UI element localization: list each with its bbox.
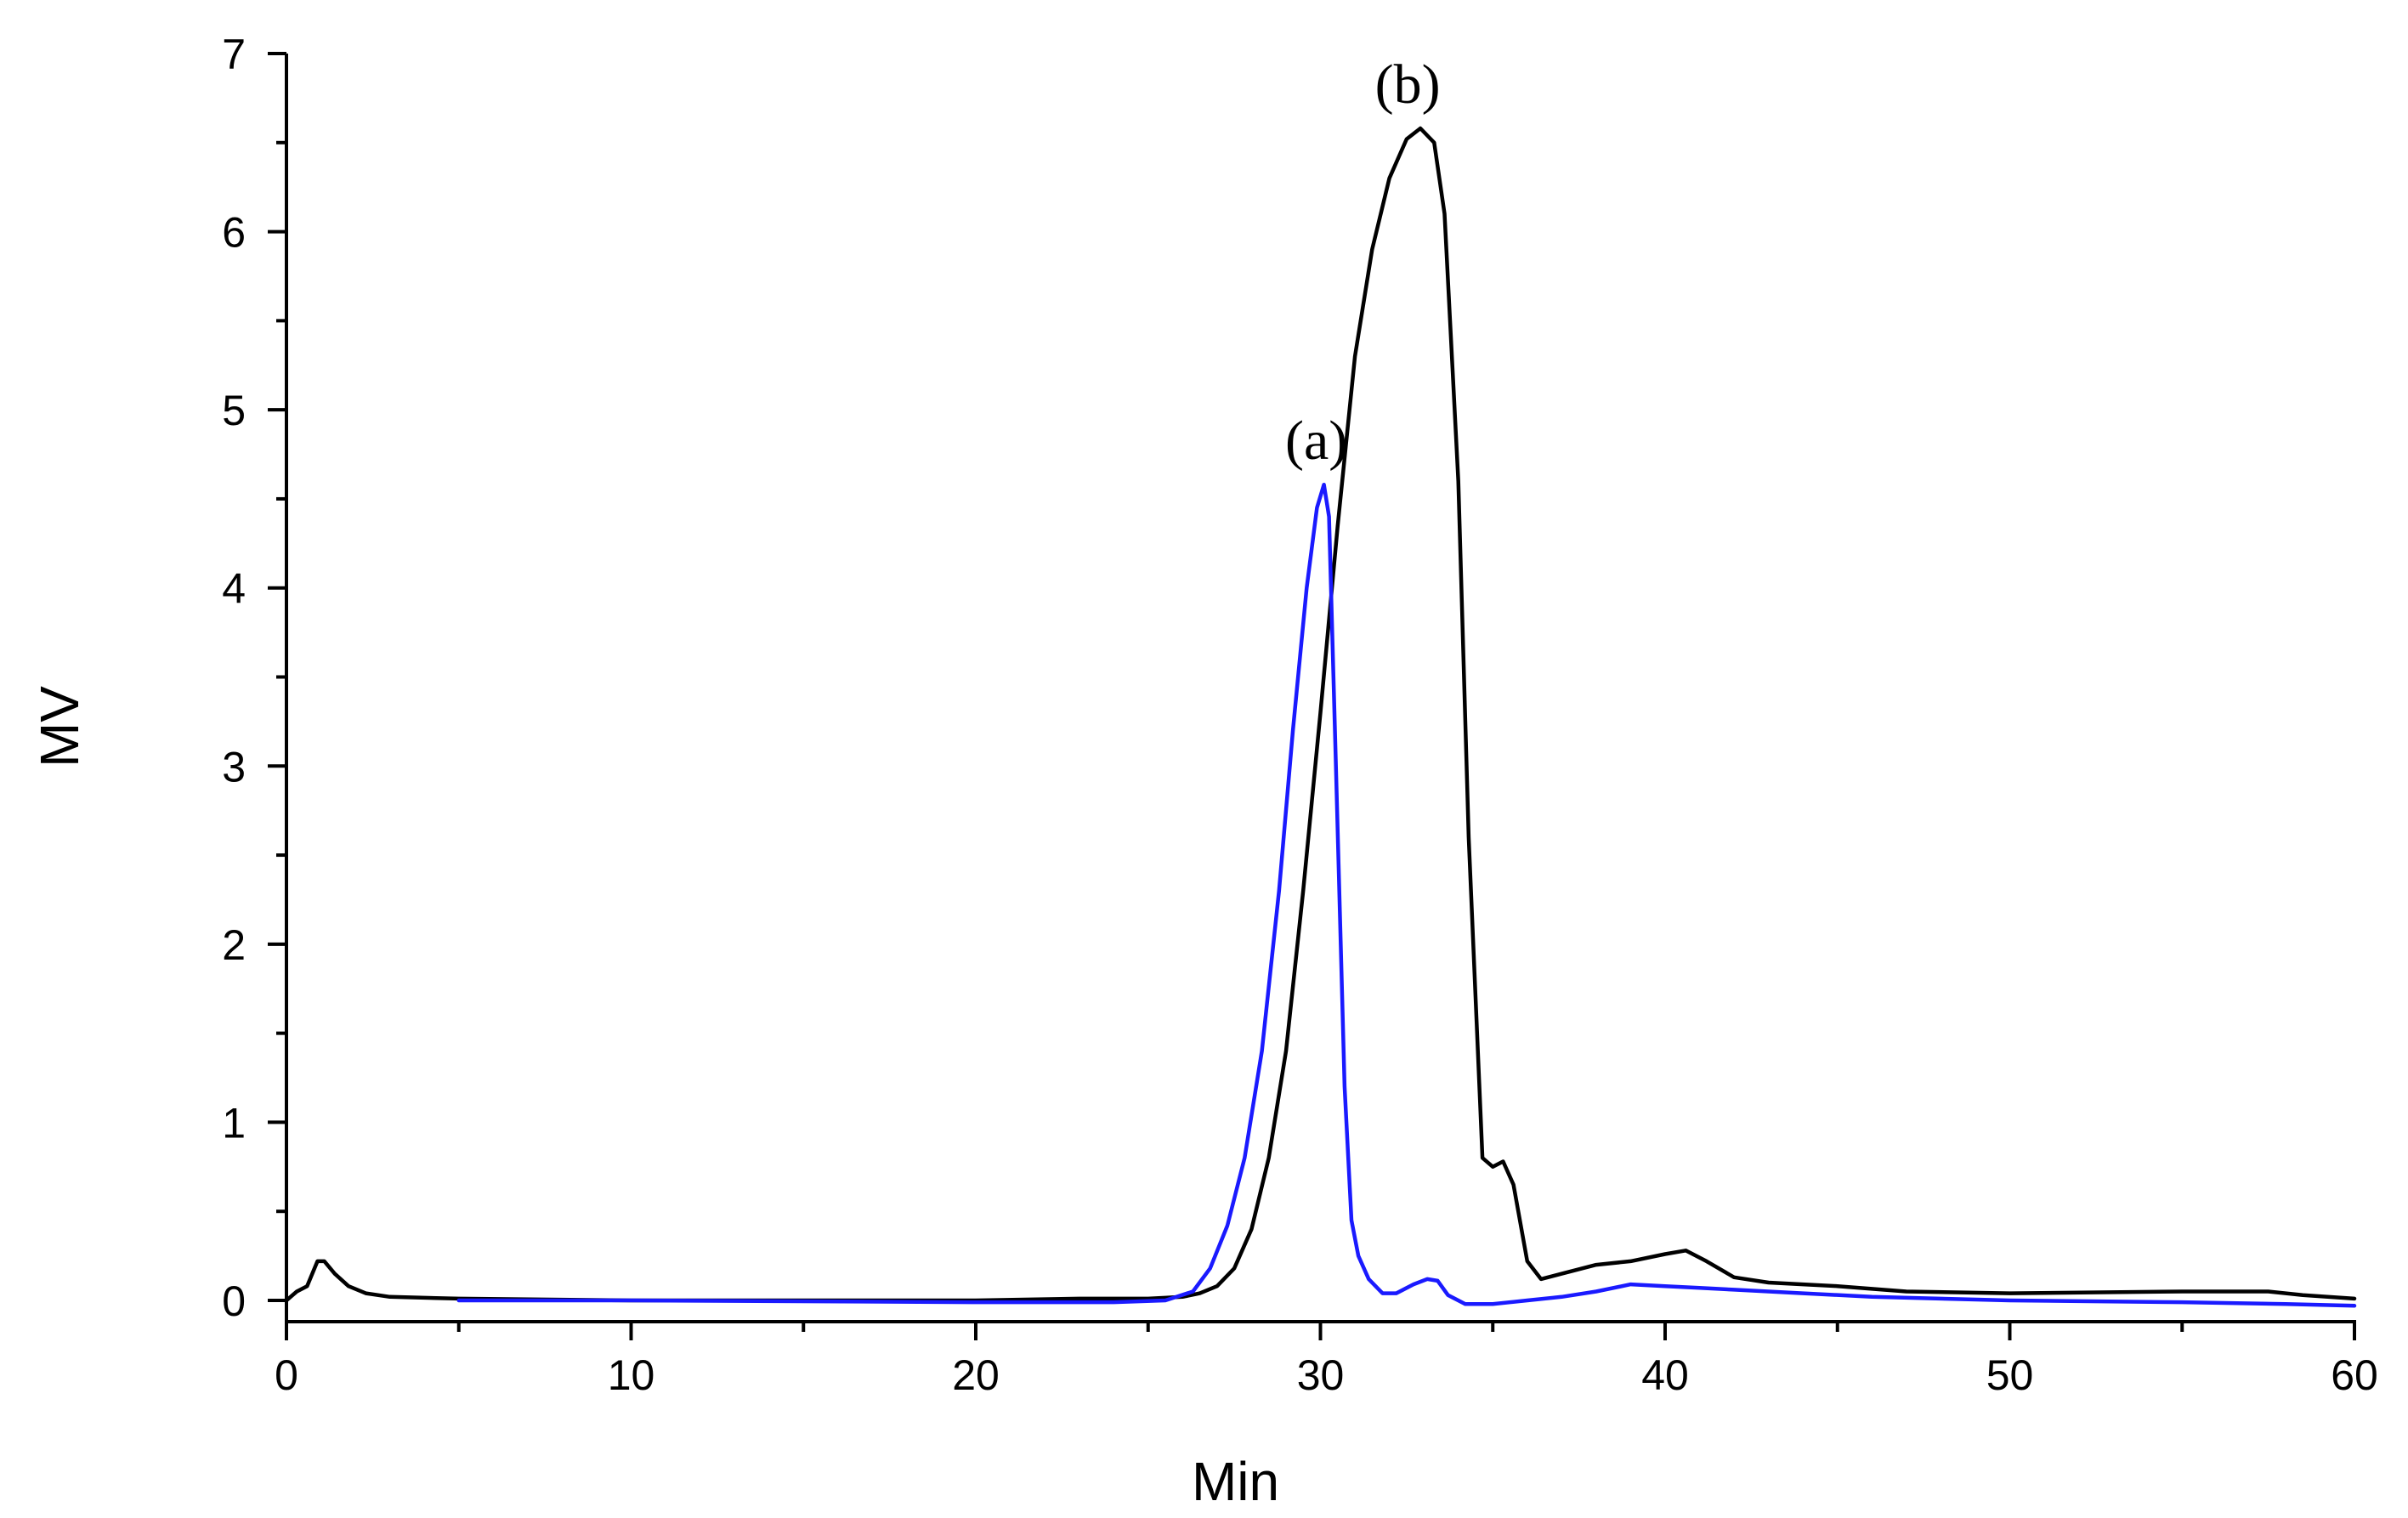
y-tick-label: 3 bbox=[222, 743, 246, 790]
y-tick-label: 7 bbox=[222, 31, 246, 78]
axis-ticks: 0 1 2 3 4 5 6 7 0 10 20 30 40 50 60 bbox=[222, 31, 2378, 1399]
peak-annotations: (a) (b) bbox=[1285, 54, 1441, 472]
peak-label-b: (b) bbox=[1375, 54, 1441, 116]
series-line-b bbox=[284, 126, 2357, 1303]
y-tick-label: 5 bbox=[222, 387, 246, 434]
y-tick-label: 0 bbox=[222, 1277, 246, 1325]
y-tick-label: 1 bbox=[222, 1099, 246, 1147]
axes bbox=[285, 54, 2356, 1323]
series-lines bbox=[284, 126, 2357, 1308]
x-tick-label: 60 bbox=[2331, 1351, 2378, 1399]
x-axis-title: Min bbox=[1192, 1451, 1279, 1512]
x-tick-label: 10 bbox=[608, 1351, 655, 1399]
y-tick-label: 2 bbox=[222, 921, 246, 969]
x-tick-label: 0 bbox=[275, 1351, 298, 1399]
y-tick-label: 4 bbox=[222, 565, 246, 613]
series-line-a bbox=[456, 482, 2357, 1308]
y-axis-title: MV bbox=[29, 686, 90, 767]
x-tick-label: 50 bbox=[1986, 1351, 2034, 1399]
x-tick-label: 20 bbox=[952, 1351, 1000, 1399]
x-tick-label: 30 bbox=[1297, 1351, 1345, 1399]
y-tick-label: 6 bbox=[222, 209, 246, 257]
x-tick-label: 40 bbox=[1641, 1351, 1689, 1399]
peak-label-a: (a) bbox=[1285, 410, 1347, 472]
